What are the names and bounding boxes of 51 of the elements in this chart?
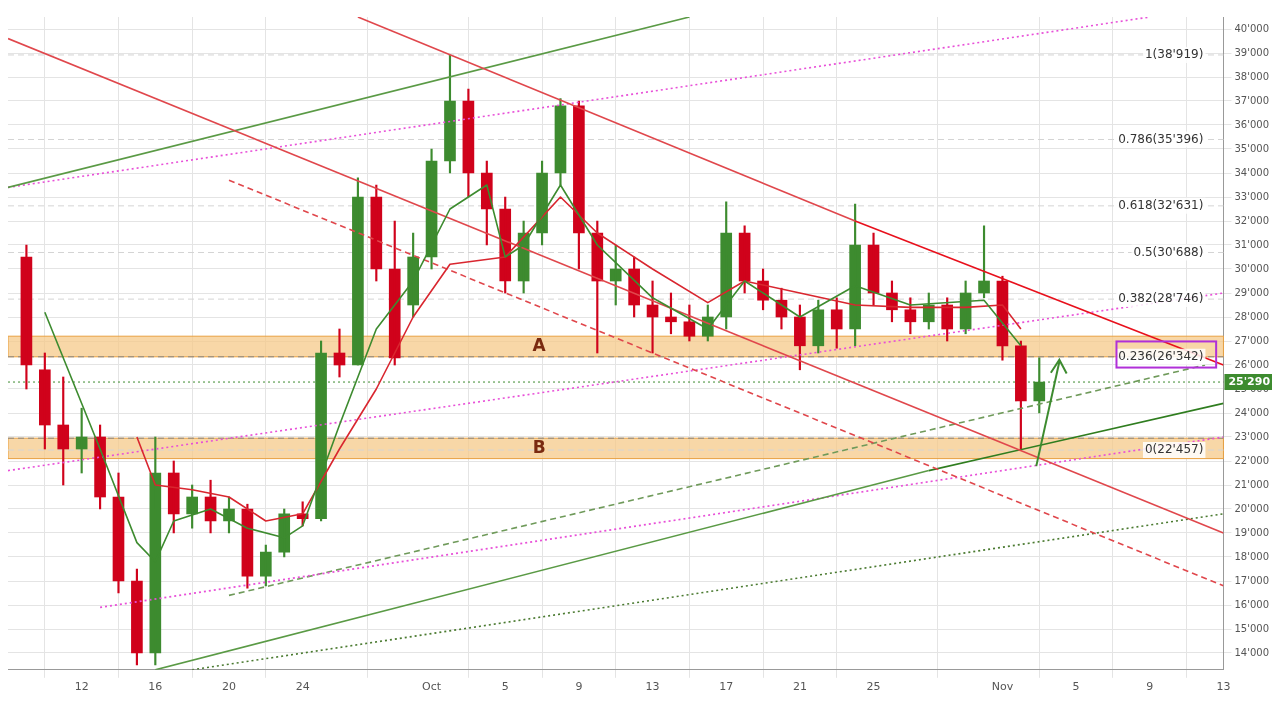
band-label: B bbox=[532, 436, 546, 457]
y-tick-label: 21'000 bbox=[1234, 478, 1269, 490]
ref-line-label: 0.618(32'631) bbox=[1118, 197, 1204, 212]
x-tick-label: 9 bbox=[575, 680, 583, 694]
x-tick-label: Oct bbox=[422, 680, 442, 694]
x-tick-label: 9 bbox=[1146, 680, 1154, 694]
ref-line-label: 0(22'457) bbox=[1144, 442, 1204, 457]
y-tick-label: 31'000 bbox=[1234, 238, 1269, 250]
x-tick-label: 13 bbox=[645, 680, 660, 694]
ref-line-label: 0.786(35'396) bbox=[1118, 131, 1204, 146]
y-tick-label: 18'000 bbox=[1234, 550, 1269, 562]
y-tick-label: 36'000 bbox=[1234, 118, 1269, 130]
y-tick-label: 29'000 bbox=[1234, 286, 1269, 298]
y-tick-label: 30'000 bbox=[1234, 262, 1269, 274]
y-tick-label: 16'000 bbox=[1234, 598, 1269, 610]
y-tick-label: 40'000 bbox=[1234, 22, 1269, 34]
y-tick-label: 22'000 bbox=[1234, 454, 1269, 466]
y-tick-label: 37'000 bbox=[1234, 94, 1269, 106]
x-tick-label: 12 bbox=[74, 680, 89, 694]
x-tick-label: 20 bbox=[221, 680, 236, 694]
y-tick-label: 35'000 bbox=[1234, 142, 1269, 154]
x-tick-label: 5 bbox=[1072, 680, 1080, 694]
y-tick-label: 19'000 bbox=[1234, 526, 1269, 538]
y-tick-label: 33'000 bbox=[1234, 190, 1269, 202]
y-tick-label: 24'000 bbox=[1234, 406, 1269, 418]
band-label: A bbox=[532, 334, 547, 355]
x-tick-label: 24 bbox=[295, 680, 310, 694]
y-tick-label: 17'000 bbox=[1234, 574, 1269, 586]
y-tick-label: 32'000 bbox=[1234, 214, 1269, 226]
x-tick-label: 17 bbox=[719, 680, 734, 694]
x-tick-label: 21 bbox=[792, 680, 807, 694]
y-tick-label: 34'000 bbox=[1234, 166, 1269, 178]
ref-line-label: 0.382(28'746) bbox=[1118, 291, 1204, 306]
y-tick-label: 38'000 bbox=[1234, 70, 1269, 82]
x-tick-label: 5 bbox=[501, 680, 509, 694]
y-tick-label: 26'000 bbox=[1234, 358, 1269, 370]
x-tick-label: 13 bbox=[1216, 680, 1231, 694]
ref-line-label: 25'290 bbox=[1228, 374, 1271, 388]
x-tick-label: Nov bbox=[991, 680, 1014, 694]
ref-line-label: 0.5(30'688) bbox=[1133, 244, 1204, 259]
y-tick-label: 39'000 bbox=[1234, 46, 1269, 58]
ref-line-label: 1(38'919) bbox=[1144, 47, 1204, 62]
x-tick-label: 16 bbox=[148, 680, 163, 694]
x-tick-label: 25 bbox=[866, 680, 881, 694]
y-tick-label: 14'000 bbox=[1234, 646, 1269, 658]
y-tick-label: 28'000 bbox=[1234, 310, 1269, 322]
y-tick-label: 20'000 bbox=[1234, 502, 1269, 514]
ref-line-label: 0.236(26'342) bbox=[1118, 348, 1204, 363]
y-tick-label: 23'000 bbox=[1234, 430, 1269, 442]
y-tick-label: 27'000 bbox=[1234, 334, 1269, 346]
y-tick-label: 15'000 bbox=[1234, 622, 1269, 634]
